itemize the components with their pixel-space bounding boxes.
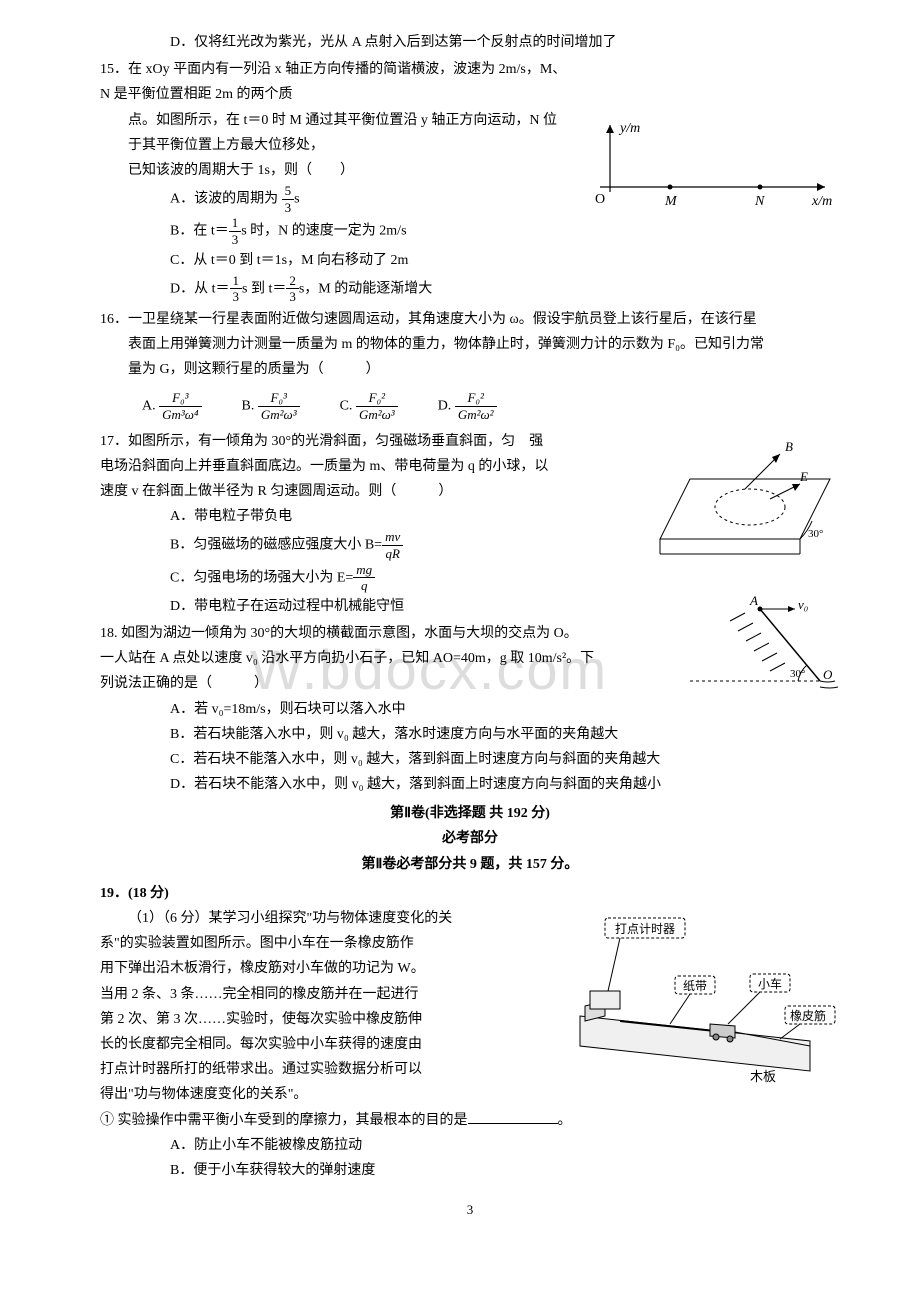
point-m: M (664, 194, 678, 209)
q16-stem-3: 量为 G，则这颗行星的质量为（ ） (100, 357, 840, 382)
fill-blank (468, 1110, 558, 1124)
svg-text:小车: 小车 (758, 976, 782, 991)
svg-text:木板: 木板 (750, 1069, 776, 1084)
svg-text:A: A (749, 593, 758, 608)
section-h3: 第Ⅱ卷必考部分共 9 题，共 157 分。 (100, 852, 840, 877)
q19-num: 19．(18 分) (100, 881, 840, 906)
axis-x-label: x/m (811, 194, 832, 209)
q15-stem-1: 15．在 xOy 平面内有一列沿 x 轴正方向传播的简谐横波，波速为 2m/s，… (100, 57, 840, 107)
section-h1: 第Ⅱ卷(非选择题 共 192 分) (100, 801, 840, 826)
svg-text:E: E (799, 469, 808, 484)
incline-svg: B E 30° (650, 429, 840, 559)
page-content: D．仅将红光改为紫光，光从 A 点射入后到达第一个反射点的时间增加了 y/m x… (100, 30, 840, 1221)
svg-text:打点计时器: 打点计时器 (615, 922, 675, 936)
section-h2: 必考部分 (100, 826, 840, 851)
svg-text:橡皮筋: 橡皮筋 (790, 1008, 826, 1023)
svg-text:O: O (823, 667, 833, 682)
q18-d: D．若石块不能落入水中，则 v₀ 越大，落到斜面上时速度方向与斜面的夹角越小 (100, 772, 840, 797)
q17-figure: B E 30° (650, 429, 840, 559)
q16-a: A. F₀³Gm³ω⁴ (142, 390, 202, 422)
q19: 19．(18 分) 打点计时器 纸带 小车 橡皮筋 木板 （1）（6 分）某学习 (100, 881, 840, 1183)
q18-b: B．若石块能落入水中，则 v₀ 越大，落水时速度方向与水平面的夹角越大 (100, 722, 840, 747)
q19-figure: 打点计时器 纸带 小车 橡皮筋 木板 (560, 906, 840, 1086)
experiment-svg: 打点计时器 纸带 小车 橡皮筋 木板 (560, 906, 840, 1086)
svg-text:B: B (785, 439, 793, 454)
wave-axes-svg: y/m x/m O M N (580, 117, 840, 227)
q19-p8: 得出"功与物体速度变化的关系"。 (100, 1082, 840, 1107)
q18: A v₀ O 30° 18. 如图为湖边一倾角为 30°的大坝的横截面示意图，水… (100, 621, 840, 797)
q15-c: C．从 t＝0 到 t＝1s，M 向右移动了 2m (100, 248, 840, 273)
q19-a: A．防止小车不能被橡皮筋拉动 (100, 1133, 840, 1158)
q16-b: B. F₀³Gm²ω³ (242, 390, 300, 422)
page-number: 3 (100, 1198, 840, 1221)
origin-label: O (595, 192, 605, 207)
svg-text:30°: 30° (790, 668, 805, 680)
q16-options: A. F₀³Gm³ω⁴ B. F₀³Gm²ω³ C. F₀²Gm²ω³ D. F… (100, 390, 840, 422)
q16-d: D. F₀²Gm²ω² (438, 390, 497, 422)
q16-stem-2: 表面上用弹簧测力计测量一质量为 m 的物体的重力，物体静止时，弹簧测力计的示数为… (100, 332, 840, 357)
q16: 16．一卫星绕某一行星表面附近做匀速圆周运动，其角速度大小为 ω。假设宇航员登上… (100, 307, 840, 423)
q15-d: D．从 t＝13s 到 t＝23s，M 的动能逐渐增大 (100, 273, 840, 305)
q16-stem-1: 16．一卫星绕某一行星表面附近做匀速圆周运动，其角速度大小为 ω。假设宇航员登上… (100, 307, 840, 332)
svg-text:v₀: v₀ (798, 597, 808, 612)
svg-text:纸带: 纸带 (683, 979, 707, 993)
q19-sub1: ① 实验操作中需平衡小车受到的摩擦力，其最根本的目的是。 (100, 1108, 840, 1133)
q19-b: B．便于小车获得较大的弹射速度 (100, 1158, 840, 1183)
svg-text:30°: 30° (808, 528, 823, 540)
q14-option-d: D．仅将红光改为紫光，光从 A 点射入后到达第一个反射点的时间增加了 (100, 30, 840, 55)
q15-figure: y/m x/m O M N (580, 117, 840, 227)
q18-c: C．若石块不能落入水中，则 v₀ 越大，落到斜面上时速度方向与斜面的夹角越大 (100, 747, 840, 772)
q18-figure: A v₀ O 30° (680, 591, 840, 711)
q15: y/m x/m O M N 15．在 xOy 平面内有一列沿 x 轴正方向传播的… (100, 57, 840, 305)
point-n: N (754, 194, 765, 209)
dam-svg: A v₀ O 30° (680, 591, 840, 711)
axis-y-label: y/m (618, 121, 640, 136)
q17-c: C．匀强电场的场强大小为 E=mgq (100, 562, 840, 594)
q16-c: C. F₀²Gm²ω³ (340, 390, 398, 422)
